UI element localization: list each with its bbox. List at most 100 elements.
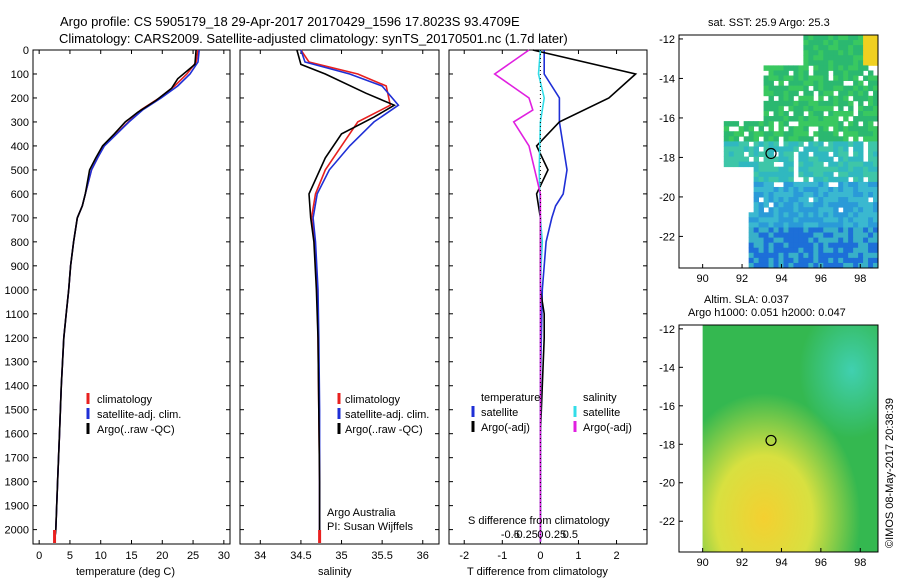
sst-cell bbox=[843, 45, 849, 51]
sst-cell bbox=[798, 192, 804, 198]
sst-cell bbox=[868, 60, 874, 66]
sst-cell bbox=[833, 197, 839, 203]
sst-cell bbox=[788, 186, 794, 193]
sst-cell bbox=[793, 100, 799, 107]
sst-cell bbox=[763, 186, 769, 193]
sst-cell bbox=[823, 55, 829, 61]
sst-cell bbox=[763, 116, 769, 122]
sst-cell bbox=[753, 252, 759, 259]
sst-cell bbox=[873, 146, 879, 152]
sst-cell bbox=[818, 110, 824, 117]
map-y-tick-label: -22 bbox=[659, 516, 675, 528]
sst-cell bbox=[783, 262, 789, 269]
sst-cell bbox=[753, 151, 759, 157]
sst-cell bbox=[798, 262, 804, 269]
sst-cell bbox=[858, 186, 864, 193]
sst-cell bbox=[763, 262, 769, 269]
sst-cell bbox=[788, 85, 794, 92]
sst-cell bbox=[763, 212, 769, 218]
sst-cell bbox=[768, 65, 774, 71]
map-x-tick-label: 92 bbox=[736, 273, 748, 285]
sst-cell bbox=[828, 262, 834, 269]
sst-cell bbox=[853, 141, 859, 147]
sst-cell bbox=[763, 247, 769, 254]
sst-cell bbox=[803, 65, 809, 71]
sst-cell bbox=[793, 202, 799, 208]
sla-map: 90 92 94 96 98 -12 -14 -16 -18 -20 -22 bbox=[659, 324, 878, 569]
x-tick-label: 15 bbox=[125, 550, 137, 562]
sst-cell bbox=[798, 141, 804, 147]
sst-cell bbox=[803, 126, 809, 132]
sst-cell bbox=[733, 131, 740, 137]
sst-cell bbox=[833, 136, 839, 142]
sst-cell bbox=[853, 176, 859, 183]
sst-cell bbox=[798, 70, 804, 76]
sst-cell bbox=[848, 217, 854, 223]
sst-cell bbox=[823, 217, 829, 223]
map-x-tick-label: 96 bbox=[815, 557, 827, 569]
sst-cell bbox=[818, 171, 824, 178]
sst-cell bbox=[728, 131, 735, 137]
sst-cell bbox=[798, 75, 804, 81]
sst-cell bbox=[748, 222, 755, 228]
sst-cell bbox=[848, 90, 854, 97]
sst-cell bbox=[763, 146, 769, 152]
sst-cell bbox=[843, 156, 849, 163]
sst-cell bbox=[873, 262, 879, 269]
sst-cell bbox=[808, 141, 814, 147]
sst-cell bbox=[808, 105, 814, 112]
sst-cell bbox=[828, 65, 834, 71]
sst-cell bbox=[838, 105, 844, 112]
sst-cell bbox=[728, 156, 735, 163]
sst-cell bbox=[783, 237, 789, 244]
sst-cell bbox=[753, 141, 759, 147]
sst-cell bbox=[763, 100, 769, 107]
sst-cell bbox=[858, 257, 864, 264]
temperature-legend: climatology satellite-adj. clim. Argo(..… bbox=[86, 393, 181, 436]
sst-cell bbox=[858, 80, 864, 87]
sst-cell bbox=[838, 212, 844, 218]
sst-cell bbox=[813, 131, 819, 137]
sst-cell bbox=[818, 70, 824, 76]
sst-cell bbox=[828, 80, 834, 87]
sst-cell bbox=[833, 252, 839, 259]
sst-cell bbox=[818, 161, 824, 168]
sst-cell bbox=[803, 45, 809, 51]
sst-cell bbox=[863, 95, 869, 102]
sst-cell bbox=[783, 181, 789, 188]
sst-cell bbox=[773, 197, 779, 203]
sst-cell bbox=[753, 146, 759, 152]
sst-cell bbox=[853, 217, 859, 223]
sst-cell bbox=[863, 121, 869, 127]
sst-cell bbox=[853, 40, 859, 46]
sst-cell bbox=[853, 161, 859, 168]
sst-cell bbox=[768, 252, 774, 259]
sst-cell bbox=[838, 166, 844, 173]
sst-cell bbox=[843, 40, 849, 46]
sst-cell bbox=[778, 252, 784, 259]
sst-cell bbox=[823, 176, 829, 183]
series-line-satellite-adj-clim- bbox=[300, 49, 400, 542]
sst-cell bbox=[753, 222, 759, 228]
sst-cell bbox=[848, 202, 854, 208]
sst-cell bbox=[738, 161, 745, 168]
sst-cell bbox=[758, 212, 764, 218]
sst-cell bbox=[858, 232, 864, 239]
sst-cell bbox=[818, 75, 824, 81]
sst-cell bbox=[828, 166, 834, 173]
sst-cell bbox=[813, 166, 819, 173]
sst-cell bbox=[788, 151, 794, 157]
y-tick-label: 400 bbox=[11, 141, 29, 153]
sst-cell bbox=[818, 156, 824, 163]
sst-cell bbox=[873, 110, 879, 117]
sst-cell bbox=[808, 202, 814, 208]
y-tick-label: 1000 bbox=[5, 285, 29, 297]
sst-cell bbox=[798, 80, 804, 87]
sst-cell bbox=[843, 95, 849, 102]
sst-cell bbox=[758, 232, 764, 239]
sst-cell bbox=[843, 176, 849, 183]
sst-cell bbox=[808, 146, 814, 152]
sst-cell bbox=[858, 151, 864, 157]
sst-cell bbox=[828, 85, 834, 92]
sst-cell bbox=[783, 247, 789, 254]
